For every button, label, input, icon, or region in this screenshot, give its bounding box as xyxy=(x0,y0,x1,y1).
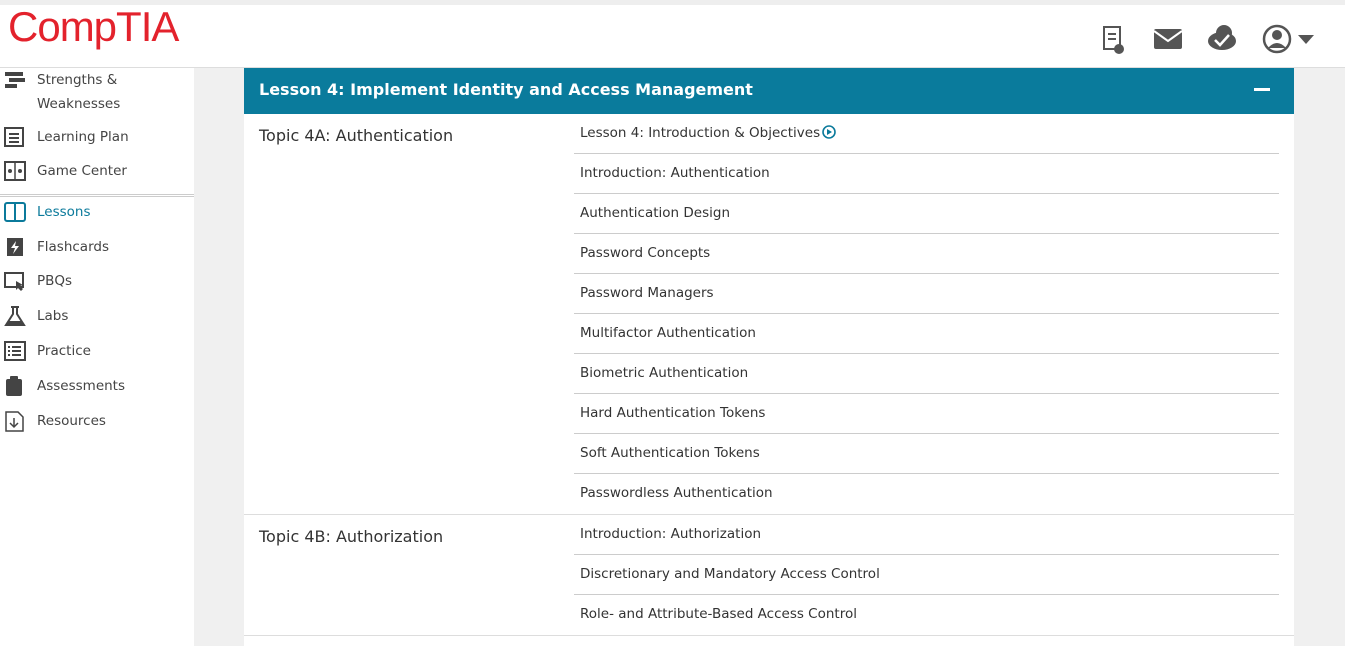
sidebar: Strengths & Weaknesses Learning Plan Game … xyxy=(0,68,194,646)
sidebar-icon xyxy=(6,376,22,396)
sidebar-label: PBQs xyxy=(37,273,73,289)
header-icons xyxy=(1103,24,1314,54)
sidebar-item[interactable]: Resources xyxy=(0,409,190,433)
lesson-title: Lesson 4: Implement Identity and Access … xyxy=(259,80,753,99)
lesson-item-label: Lesson 4: Introduction & Objectives xyxy=(580,125,821,141)
mail-icon[interactable] xyxy=(1153,29,1183,49)
sidebar-label: Flashcards xyxy=(37,239,109,255)
sidebar-label: Resources xyxy=(37,413,106,429)
lesson-item[interactable]: Password Managers xyxy=(574,274,1279,314)
sidebar-icon xyxy=(5,411,24,432)
sidebar-label: Game Center xyxy=(37,163,127,179)
lesson-item[interactable]: Lesson 4: Introduction & Objectives xyxy=(574,114,1279,154)
lesson-item-label: Soft Authentication Tokens xyxy=(580,445,760,461)
sidebar-item[interactable]: Learning Plan xyxy=(0,125,190,149)
lesson-item[interactable]: Introduction: Authorization xyxy=(574,515,1279,555)
topic-items: Introduction: Authorization Discretionary… xyxy=(574,515,1279,635)
topic: Topic 4A: Authentication Lesson 4: Introd… xyxy=(244,114,1294,515)
topic-items: Lesson 4: Introduction & Objectives Intro… xyxy=(574,114,1279,514)
topics: Topic 4A: Authentication Lesson 4: Introd… xyxy=(244,114,1294,636)
lesson-item-label: Introduction: Authorization xyxy=(580,526,762,542)
sidebar-icon xyxy=(4,161,26,181)
lesson-item[interactable]: Passwordless Authentication xyxy=(574,474,1279,514)
topic-title: Topic 4B: Authorization xyxy=(259,527,444,546)
play-icon[interactable] xyxy=(820,125,836,139)
lesson-item[interactable]: Password Concepts xyxy=(574,234,1279,274)
sidebar-icon xyxy=(4,272,24,291)
lesson-item[interactable]: Role- and Attribute-Based Access Control xyxy=(574,595,1279,635)
sidebar-item[interactable]: Assessments xyxy=(0,374,190,398)
top-bar: CompTIA xyxy=(0,0,1345,68)
lesson-item[interactable]: Biometric Authentication xyxy=(574,354,1279,394)
sidebar-icon xyxy=(4,341,26,361)
lesson-panel: Lesson 4: Implement Identity and Access … xyxy=(244,68,1294,646)
lesson-item-label: Discretionary and Mandatory Access Contr… xyxy=(580,566,880,582)
lesson-item-label: Passwordless Authentication xyxy=(580,485,773,501)
lesson-item-label: Password Concepts xyxy=(580,245,711,261)
lesson-item[interactable]: Introduction: Authentication xyxy=(574,154,1279,194)
sidebar-item[interactable]: Flashcards xyxy=(0,235,190,259)
lesson-item[interactable]: Discretionary and Mandatory Access Contr… xyxy=(574,555,1279,595)
collapse-icon[interactable] xyxy=(1254,88,1270,91)
sidebar-label: Practice xyxy=(37,343,91,359)
cloud-icon[interactable] xyxy=(1208,25,1236,50)
lesson-item-label: Role- and Attribute-Based Access Control xyxy=(580,606,857,622)
sidebar-icon xyxy=(4,127,24,147)
sidebar-label: Strengths & Weaknesses xyxy=(37,72,121,112)
sidebar-icon xyxy=(7,238,23,256)
topic: Topic 4B: Authorization Introduction: Aut… xyxy=(244,515,1294,636)
sidebar-label: Assessments xyxy=(37,378,126,394)
logo[interactable]: CompTIA xyxy=(8,3,179,50)
lesson-item-label: Authentication Design xyxy=(580,205,731,221)
sidebar-item[interactable]: PBQs xyxy=(0,269,190,293)
topic-title: Topic 4A: Authentication xyxy=(259,126,454,145)
sidebar-icon xyxy=(4,306,26,326)
sidebar-item[interactable]: Labs xyxy=(0,304,190,328)
lesson-item-label: Introduction: Authentication xyxy=(580,165,770,181)
notes-icon[interactable] xyxy=(1103,26,1124,54)
sidebar-item[interactable]: Lessons xyxy=(0,200,190,224)
lesson-item-label: Password Managers xyxy=(580,285,714,301)
main: Lesson 4: Implement Identity and Access … xyxy=(194,68,1345,646)
account-icon[interactable] xyxy=(1262,24,1314,54)
sidebar-label: Learning Plan xyxy=(37,129,129,145)
sidebar-label: Labs xyxy=(37,308,69,324)
lesson-item[interactable]: Authentication Design xyxy=(574,194,1279,234)
sidebar-item[interactable]: Practice xyxy=(0,339,190,363)
lesson-item[interactable]: Multifactor Authentication xyxy=(574,314,1279,354)
lesson-item-label: Hard Authentication Tokens xyxy=(580,405,766,421)
lesson-item-label: Multifactor Authentication xyxy=(580,325,756,341)
lesson-item-label: Biometric Authentication xyxy=(580,365,749,381)
sidebar-icon xyxy=(4,202,26,222)
sidebar-item[interactable]: Strengths & Weaknesses xyxy=(0,68,140,116)
lesson-item[interactable]: Hard Authentication Tokens xyxy=(574,394,1279,434)
sidebar-icon xyxy=(5,72,25,88)
lesson-item[interactable]: Soft Authentication Tokens xyxy=(574,434,1279,474)
lesson-header[interactable]: Lesson 4: Implement Identity and Access … xyxy=(244,68,1294,114)
sidebar-divider xyxy=(0,194,194,197)
sidebar-item[interactable]: Game Center xyxy=(0,159,190,183)
sidebar-label: Lessons xyxy=(37,204,91,220)
